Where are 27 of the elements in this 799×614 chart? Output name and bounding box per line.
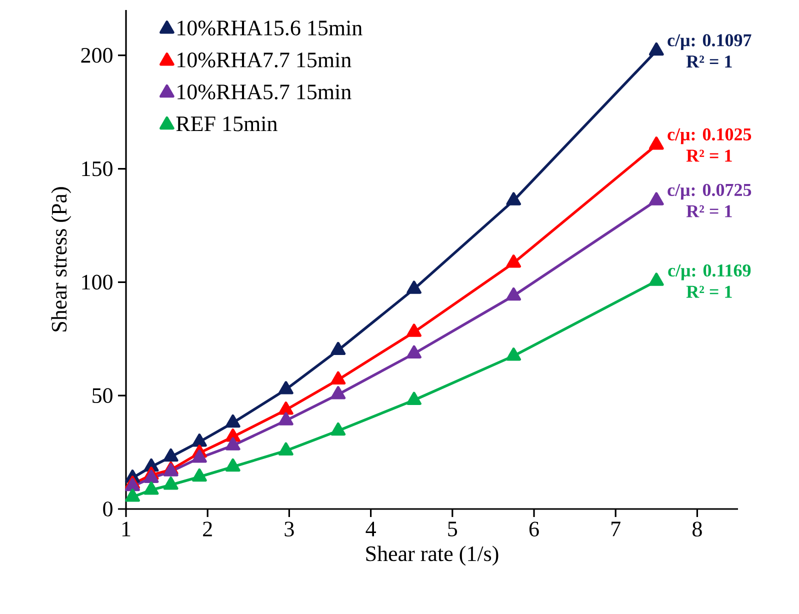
x-tick-label: 7 — [612, 522, 620, 536]
y-tick-label: 200 — [81, 48, 112, 63]
y-tick-label: 150 — [82, 161, 112, 176]
legend-label: 10%RHA7.7 15min — [178, 52, 352, 68]
x-tick-label: 5 — [448, 522, 458, 536]
x-tick-label: 6 — [529, 522, 539, 536]
annotation: R² = 1 — [686, 286, 732, 298]
annotation: c/μ: 0.1169 — [668, 264, 751, 280]
x-tick-label: 3 — [284, 522, 294, 536]
annotation: R² = 1 — [686, 56, 732, 68]
x-tick-label: 4 — [366, 522, 376, 536]
legend-label: REF 15min — [176, 116, 278, 132]
y-tick-label: 100 — [82, 274, 112, 290]
annotation: c/μ: 0.0725 — [668, 184, 752, 200]
annotation: R² = 1 — [686, 205, 732, 218]
x-tick-label: 1 — [122, 522, 130, 536]
x-axis-title: Shear rate (1/s) — [366, 546, 498, 566]
legend-label: 10%RHA15.6 15min — [178, 20, 362, 36]
legend-label: 10%RHA5.7 15min — [178, 84, 352, 100]
y-axis-title: Shear stress (Pa) — [51, 187, 72, 332]
x-tick-label: 2 — [203, 522, 212, 536]
x-tick-label: 8 — [692, 522, 702, 537]
annotation: c/μ: 0.1097 — [668, 34, 752, 50]
y-tick-label: 0 — [103, 502, 112, 516]
y-tick-label: 50 — [92, 388, 112, 404]
annotation: R² = 1 — [686, 150, 732, 162]
annotation: c/μ: 0.1025 — [668, 128, 752, 144]
